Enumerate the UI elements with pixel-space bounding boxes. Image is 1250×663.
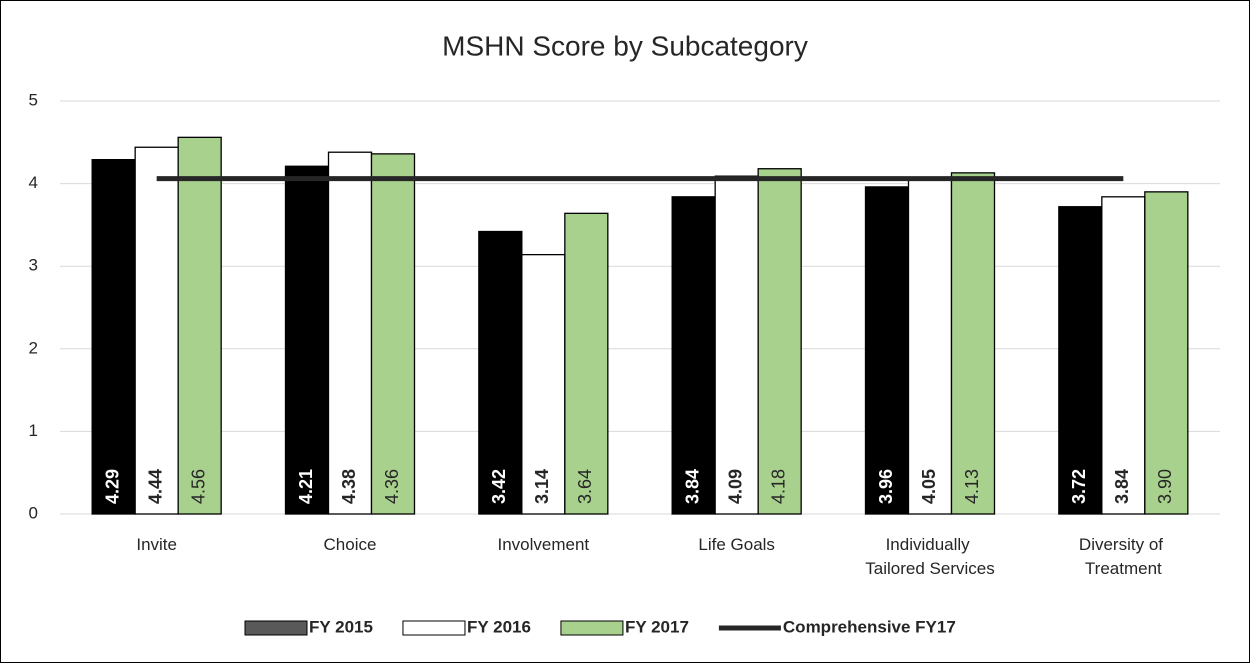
legend-swatch xyxy=(402,620,466,636)
y-tick-label: 2 xyxy=(29,338,38,357)
data-label: 4.05 xyxy=(919,469,939,504)
bar xyxy=(757,168,802,515)
bar xyxy=(284,165,330,515)
data-label: 3.64 xyxy=(575,469,595,504)
legend-swatch xyxy=(244,620,308,636)
bar xyxy=(91,158,136,515)
data-label: 4.36 xyxy=(382,469,402,504)
data-label: 3.14 xyxy=(532,469,552,504)
bar xyxy=(478,230,523,515)
bar xyxy=(564,212,609,515)
data-label: 3.96 xyxy=(876,469,896,504)
x-tick-label: Choice xyxy=(324,535,377,554)
legend-label: FY 2017 xyxy=(625,617,689,636)
legend-label: FY 2015 xyxy=(309,617,373,636)
bar xyxy=(671,196,716,515)
bar xyxy=(327,151,373,515)
bar xyxy=(370,153,416,515)
bar xyxy=(177,136,222,515)
data-label: 4.38 xyxy=(339,469,359,504)
data-label: 3.84 xyxy=(682,469,702,504)
x-tick-label: Life Goals xyxy=(698,535,775,554)
data-label: 4.21 xyxy=(296,469,316,504)
bar xyxy=(134,146,179,515)
y-tick-label: 5 xyxy=(29,90,38,109)
bar xyxy=(1101,196,1146,515)
y-tick-label: 0 xyxy=(29,503,38,522)
bar xyxy=(864,186,910,515)
bar xyxy=(1058,206,1103,515)
bar xyxy=(950,172,996,515)
bar xyxy=(907,178,953,515)
data-label: 3.90 xyxy=(1155,469,1175,504)
y-tick-label: 1 xyxy=(29,421,38,440)
data-label: 4.18 xyxy=(768,469,788,504)
chart-title: MSHN Score by Subcategory xyxy=(442,30,808,61)
x-tick-label: Individually Tailored Services xyxy=(865,535,994,578)
x-tick-label: Diversity of Treatment xyxy=(1079,535,1168,578)
legend-label: Comprehensive FY17 xyxy=(783,617,956,636)
bar xyxy=(521,253,566,515)
data-label: 4.29 xyxy=(102,469,122,504)
y-tick-label: 3 xyxy=(29,256,38,275)
bar xyxy=(714,175,759,515)
x-tick-label: Invite xyxy=(136,535,177,554)
legend-label: FY 2016 xyxy=(467,617,531,636)
data-label: 4.56 xyxy=(188,469,208,504)
data-label: 4.09 xyxy=(725,469,745,504)
y-tick-label: 4 xyxy=(29,173,38,192)
data-label: 3.72 xyxy=(1069,469,1089,504)
data-label: 3.42 xyxy=(489,469,509,504)
data-label: 4.13 xyxy=(962,469,982,504)
data-label: 4.44 xyxy=(145,469,165,504)
data-label: 3.84 xyxy=(1112,469,1132,504)
bar xyxy=(1144,191,1189,515)
legend-swatch xyxy=(560,620,624,636)
x-tick-label: Involvement xyxy=(497,535,589,554)
